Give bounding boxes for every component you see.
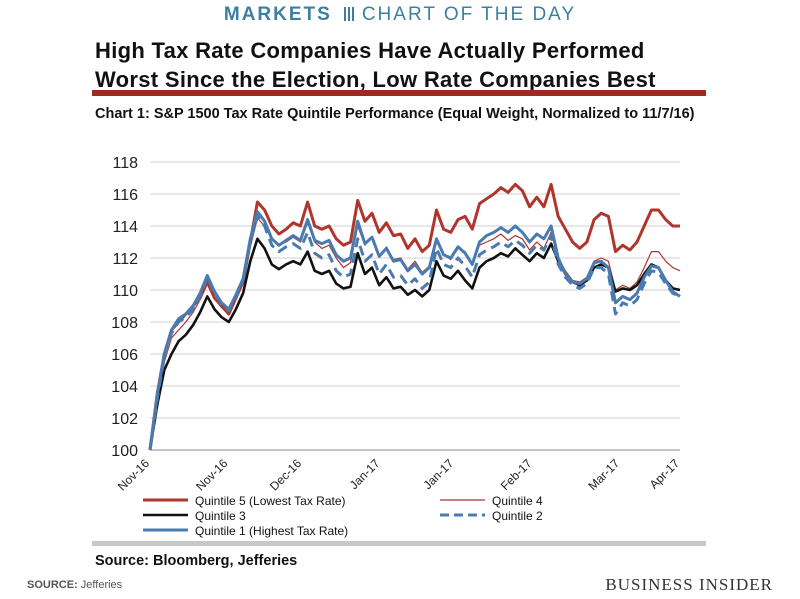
x-tick-label: Feb-17 — [498, 456, 535, 493]
x-tick-label: Apr-17 — [647, 456, 683, 492]
performance-chart: 100 102 104 106 108 110 112 114 116 118 Nov-16 Nov-… — [111, 155, 683, 538]
y-tick-label: 110 — [112, 283, 138, 300]
y-tick-label: 102 — [111, 411, 138, 428]
y-tick-label: 112 — [112, 251, 138, 268]
y-tick-label: 100 — [111, 443, 138, 460]
footer-source-label: SOURCE: — [27, 579, 78, 591]
x-tick-label: Jan-17 — [347, 456, 383, 492]
bars-icon — [343, 7, 354, 21]
legend-label: Quintile 3 — [195, 509, 246, 523]
markets-label: MARKETS — [223, 4, 332, 25]
series-line-1 — [148, 182, 680, 451]
y-tick-label: 108 — [111, 315, 138, 332]
business-insider-logo: BUSINESS INSIDER — [605, 575, 773, 594]
x-tick-label: Mar-17 — [585, 456, 622, 493]
x-tick-label: Dec-16 — [267, 456, 304, 493]
legend-label: Quintile 1 (Highest Tax Rate) — [195, 524, 348, 538]
headline-divider — [92, 90, 706, 96]
source-divider — [92, 541, 706, 546]
chart-subtitle: Chart 1: S&P 1500 Tax Rate Quintile Perf… — [95, 106, 695, 122]
footer-source-value: Jefferies — [80, 579, 123, 591]
headline-line-1: High Tax Rate Companies Have Actually Pe… — [95, 38, 645, 63]
headline: High Tax Rate Companies Have Actually Pe… — [95, 36, 715, 94]
legend-label: Quintile 4 — [492, 494, 543, 508]
brand-header: MARKETS CHART OF THE DAY — [0, 4, 800, 26]
x-tick-label: Nov-16 — [193, 456, 230, 493]
y-tick-label: 104 — [111, 379, 138, 396]
legend-label: Quintile 2 — [492, 509, 543, 523]
footer-source: SOURCE: Jefferies — [27, 579, 122, 591]
chart-of-the-day-label: CHART OF THE DAY — [361, 4, 577, 25]
x-tick-label: Nov-16 — [115, 456, 152, 493]
legend-label: Quintile 5 (Lowest Tax Rate) — [195, 494, 346, 508]
y-tick-label: 106 — [111, 347, 138, 364]
y-tick-label: 114 — [112, 219, 138, 236]
x-tick-label: Jan-17 — [420, 456, 456, 492]
y-tick-label: 116 — [112, 187, 138, 204]
y-tick-label: 118 — [112, 155, 138, 172]
series-line-5 — [148, 210, 681, 451]
headline-line-2: Worst Since the Election, Low Rate Compa… — [95, 67, 656, 92]
chart-source: Source: Bloomberg, Jefferies — [95, 553, 298, 569]
series-line-4 — [148, 214, 681, 451]
series-line-2 — [149, 217, 681, 451]
